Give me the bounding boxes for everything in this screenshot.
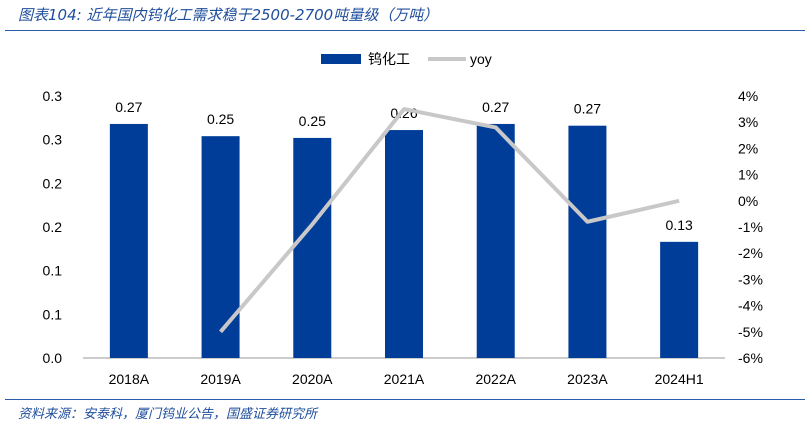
legend-bar-label: 钨化工 [368, 51, 410, 67]
bar-2019A [201, 136, 240, 358]
right-tick-label: 3% [738, 114, 758, 130]
left-tick-label: 0.3 [43, 88, 63, 104]
right-tick-label: 2% [738, 140, 758, 156]
right-tick-label: -2% [738, 245, 763, 261]
right-tick-label: -1% [738, 219, 763, 235]
source-rule [5, 399, 805, 400]
bar-2021A [385, 130, 423, 358]
bar-data-label: 0.13 [666, 217, 693, 233]
legend-line-label: yoy [470, 51, 492, 67]
bar-2020A [293, 137, 332, 358]
x-tick-label: 2021A [384, 371, 425, 387]
right-tick-label: 1% [738, 167, 758, 183]
bar-data-label: 0.27 [482, 99, 509, 115]
bar-data-label: 0.25 [207, 111, 234, 127]
x-tick-label: 2018A [109, 371, 150, 387]
right-tick-label: 4% [738, 88, 758, 104]
bar-2024H1 [660, 241, 699, 358]
x-tick-label: 2024H1 [655, 371, 704, 387]
left-tick-label: 0.1 [43, 306, 63, 322]
right-tick-label: -6% [738, 350, 763, 366]
left-tick-label: 0.1 [43, 263, 63, 279]
left-tick-label: 0.3 [43, 132, 63, 148]
right-tick-label: 0% [738, 193, 758, 209]
left-tick-label: 0.2 [43, 175, 63, 191]
x-tick-label: 2019A [200, 371, 241, 387]
right-tick-label: -4% [738, 298, 763, 314]
source-note: 资料来源：安泰科，厦门钨业公告，国盛证券研究所 [18, 407, 318, 422]
bar-data-label: 0.27 [115, 99, 142, 115]
legend-bar-swatch [321, 54, 361, 64]
right-tick-label: -3% [738, 271, 763, 287]
bar-2023A [568, 125, 607, 359]
yoy-line [219, 107, 680, 334]
x-tick-label: 2020A [292, 371, 333, 387]
bar-2022A [476, 123, 515, 359]
bar-data-label: 0.25 [299, 113, 326, 129]
figure-title: 图表104: 近年国内钨化工需求稳于2500-2700吨量级（万吨） [18, 6, 439, 24]
bar-data-label: 0.27 [574, 101, 601, 117]
x-tick-label: 2022A [475, 371, 516, 387]
left-tick-label: 0.2 [43, 219, 63, 235]
right-tick-label: -5% [738, 324, 763, 340]
title-rule [5, 30, 805, 31]
bar-2018A [109, 123, 148, 359]
left-tick-label: 0.0 [43, 350, 63, 366]
x-tick-label: 2023A [567, 371, 608, 387]
